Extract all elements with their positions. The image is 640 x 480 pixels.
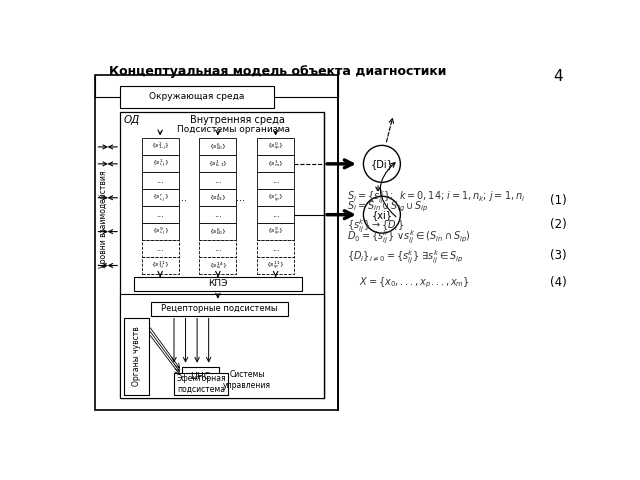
Text: (1): (1) — [550, 194, 566, 207]
Bar — [200, 240, 236, 257]
Text: $\{s^9_{ip}\}$: $\{s^9_{ip}\}$ — [268, 226, 284, 238]
Text: ...: ... — [272, 210, 280, 219]
Text: $\{s^1_{m}\}$: $\{s^1_{m}\}$ — [268, 158, 284, 169]
Bar — [257, 223, 294, 240]
Text: $\{D_i\}_{i \neq 0} = \{s^k_{ij}\}$ $\exists s^k_{ij} \in S_{ip}$: $\{D_i\}_{i \neq 0} = \{s^k_{ij}\}$ $\ex… — [348, 249, 464, 266]
Bar — [257, 189, 294, 206]
Bar — [141, 138, 179, 156]
Text: Окружающая среда: Окружающая среда — [149, 92, 244, 101]
Bar — [174, 373, 228, 395]
Text: Системы
управления: Системы управления — [223, 370, 271, 390]
Bar — [257, 172, 294, 189]
Text: Эфекторная
подсистема: Эфекторная подсистема — [176, 374, 226, 394]
Text: $\{s^6_{k0}\}$: $\{s^6_{k0}\}$ — [209, 226, 227, 237]
Text: $\{s^{14}_{ki}\}$: $\{s^{14}_{ki}\}$ — [209, 260, 227, 271]
Bar — [124, 318, 148, 395]
Bar — [120, 86, 274, 108]
Bar — [257, 240, 294, 257]
Bar — [200, 172, 236, 189]
Text: ...: ... — [156, 244, 164, 253]
Bar — [257, 257, 294, 274]
Bar — [120, 111, 324, 398]
Text: ...: ... — [272, 244, 280, 253]
Text: {xi}: {xi} — [371, 210, 392, 220]
Bar — [95, 75, 338, 410]
Text: ЦНС: ЦНС — [190, 371, 210, 380]
Bar — [141, 189, 179, 206]
Bar — [141, 156, 179, 172]
Bar — [257, 156, 294, 172]
Text: $S_i = S_{in} \cup S_{ig} \cup S_{ip}$: $S_i = S_{in} \cup S_{ig} \cup S_{ip}$ — [348, 199, 429, 214]
Text: $\{s^1_{i,j}\}$: $\{s^1_{i,j}\}$ — [152, 158, 169, 170]
Text: $\{s^k_{ij}\} \rightarrow \{D_i\}$: $\{s^k_{ij}\} \rightarrow \{D_i\}$ — [348, 218, 404, 235]
Text: $\{s^0_{ip}\}$: $\{s^0_{ip}\}$ — [268, 141, 284, 153]
Text: ...: ... — [178, 193, 187, 203]
Text: (4): (4) — [550, 276, 566, 288]
Text: ...: ... — [214, 176, 222, 185]
Bar — [120, 294, 324, 398]
Text: ОД: ОД — [124, 115, 140, 125]
Text: КПЭ: КПЭ — [208, 279, 228, 288]
Text: Органы чувств: Органы чувств — [132, 326, 141, 386]
Text: Подсистемы организма: Подсистемы организма — [177, 125, 290, 134]
Bar — [182, 367, 219, 384]
Bar — [257, 206, 294, 223]
Bar — [141, 223, 179, 240]
Text: ...: ... — [214, 244, 222, 253]
Bar — [151, 302, 288, 315]
Bar — [200, 156, 236, 172]
Bar — [200, 189, 236, 206]
Text: $\{s^9_{i,j}\}$: $\{s^9_{i,j}\}$ — [152, 226, 169, 238]
Bar — [141, 172, 179, 189]
Bar — [134, 277, 302, 291]
Bar — [141, 257, 179, 274]
Text: (2): (2) — [550, 218, 566, 231]
Text: Внутренняя среда: Внутренняя среда — [190, 115, 285, 125]
Text: $D_0 = \{s^k_{ij}\}$ $\vee s^k_{ij} \in (S_{in} \cap S_{ip})$: $D_0 = \{s^k_{ij}\}$ $\vee s^k_{ij} \in … — [348, 228, 471, 246]
Text: ...: ... — [272, 176, 280, 185]
Bar — [200, 138, 236, 156]
Bar — [200, 206, 236, 223]
Text: ...: ... — [156, 210, 164, 219]
Bar — [141, 206, 179, 223]
Bar — [200, 257, 236, 274]
Text: $\{s^{11}_{1j}\}$: $\{s^{11}_{1j}\}$ — [151, 260, 170, 272]
Text: $\{s^6_{k0}\}$: $\{s^6_{k0}\}$ — [209, 142, 227, 152]
Text: Уровни взаимодействия: Уровни взаимодействия — [99, 170, 108, 268]
Text: Концептуальная модель объекта диагностики: Концептуальная модель объекта диагностик… — [109, 65, 447, 78]
Bar — [257, 138, 294, 156]
Text: $\{s^2_{1,j}\}$: $\{s^2_{1,j}\}$ — [151, 141, 170, 153]
Text: ...: ... — [156, 176, 164, 185]
Bar — [141, 240, 179, 257]
Text: $\{s^1_{k,1}\}$: $\{s^1_{k,1}\}$ — [208, 159, 228, 169]
Text: Рецепторные подсистемы: Рецепторные подсистемы — [161, 304, 278, 313]
Text: (3): (3) — [550, 249, 566, 262]
Text: $\{s^4_{k3}\}$: $\{s^4_{k3}\}$ — [209, 192, 227, 203]
Text: $X = \{x_0, ..., x_p ..., x_m\}$: $X = \{x_0, ..., x_p ..., x_m\}$ — [359, 276, 470, 290]
Text: {Di}: {Di} — [371, 159, 394, 169]
Text: ...: ... — [236, 193, 244, 203]
Text: ...: ... — [214, 210, 222, 219]
Text: $\{s^r_{i,j}\}$: $\{s^r_{i,j}\}$ — [152, 192, 169, 204]
Bar — [200, 223, 236, 240]
Text: $S_i = \{s^k_{ij}\}$;  $k = 0,14$; $i = 1, n_k$; $j = 1, n_i$: $S_i = \{s^k_{ij}\}$; $k = 0,14$; $i = 1… — [348, 189, 525, 206]
Text: $\{s^{11}_{ip}\}$: $\{s^{11}_{ip}\}$ — [266, 260, 285, 272]
Text: $\{s^r_{ip}\}$: $\{s^r_{ip}\}$ — [268, 192, 284, 204]
Text: 4: 4 — [553, 69, 563, 84]
